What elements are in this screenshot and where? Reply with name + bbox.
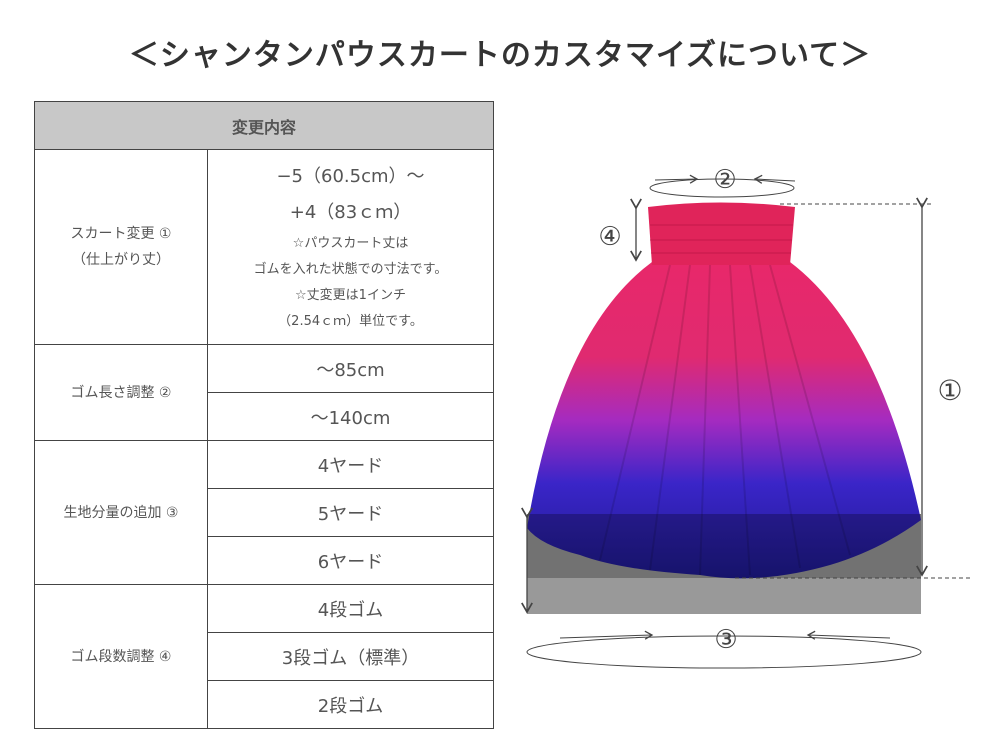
marker-2: ② bbox=[713, 165, 736, 195]
customization-table: 変更内容 スカート変更 ① （仕上がり丈） −5（60.5cm）～ +4（83ｃ… bbox=[34, 101, 494, 729]
note-line: ☆パウスカート丈は bbox=[292, 236, 409, 251]
page-title: ＜シャンタンパウスカートのカスタマイズについて＞ bbox=[128, 38, 872, 73]
note-line: ☆丈変更は1インチ bbox=[295, 288, 406, 303]
note-line: ゴムを入れた状態での寸法です。 bbox=[253, 262, 448, 277]
hem-shade bbox=[527, 514, 921, 578]
value-line: −5（60.5cm）～ bbox=[276, 166, 425, 187]
label-line: スカート変更 ① bbox=[70, 226, 172, 242]
skirt-pleats bbox=[599, 264, 851, 576]
option-cell: 2段ゴム bbox=[207, 680, 494, 729]
option-cell: 6ヤード bbox=[207, 536, 494, 585]
note-line: （2.54ｃｍ）単位です。 bbox=[278, 314, 423, 329]
waistband bbox=[648, 202, 795, 265]
hem-ellipse bbox=[526, 635, 922, 669]
option-cell: 4段ゴム bbox=[207, 584, 494, 633]
marker-4: ④ bbox=[598, 222, 621, 252]
label-line: （仕上がり丈） bbox=[72, 252, 170, 268]
table-header: 変更内容 bbox=[34, 101, 494, 150]
label-elastic-length: ゴム長さ調整 ② bbox=[34, 344, 208, 441]
marker-3: ③ bbox=[714, 625, 737, 655]
label-elastic-rows: ゴム段数調整 ④ bbox=[34, 584, 208, 729]
marker-1: ① bbox=[937, 374, 962, 407]
skirt-body bbox=[527, 262, 921, 579]
skirt-length-value: −5（60.5cm）～ +4（83ｃｍ） ☆パウスカート丈は ゴムを入れた状態で… bbox=[207, 149, 494, 345]
value-line: +4（83ｃｍ） bbox=[289, 202, 412, 223]
waist-ellipse bbox=[649, 178, 795, 198]
option-cell: 4ヤード bbox=[207, 440, 494, 489]
label-fabric-amount: 生地分量の追加 ③ bbox=[34, 440, 208, 585]
